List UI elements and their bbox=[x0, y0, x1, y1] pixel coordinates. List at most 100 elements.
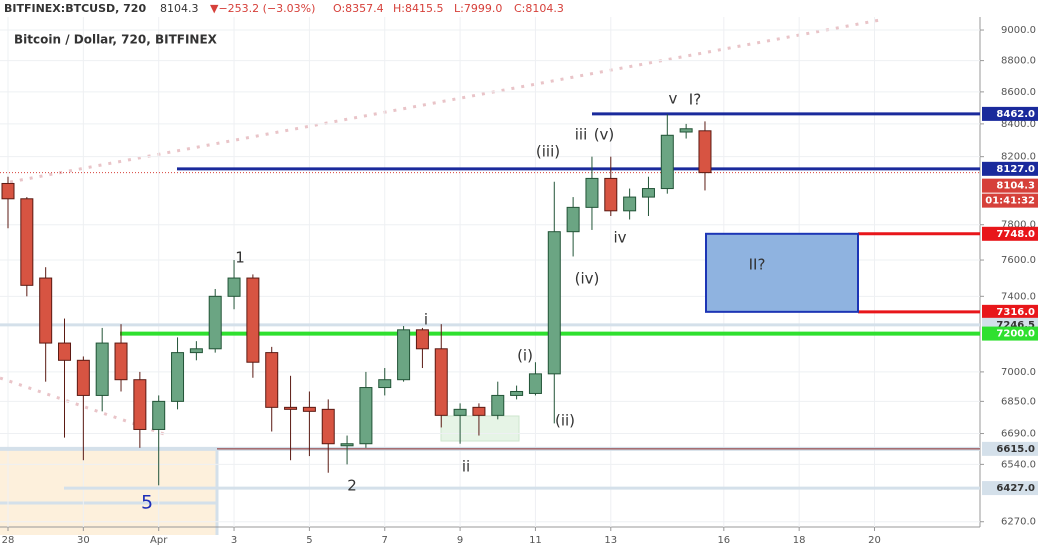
wave-label: v bbox=[669, 90, 678, 108]
candle-body bbox=[585, 177, 599, 208]
wave-label: i bbox=[424, 311, 428, 329]
wave-label: (i) bbox=[517, 347, 533, 365]
wave-label: 2 bbox=[347, 477, 357, 495]
candle-body bbox=[284, 406, 298, 410]
y-tick-label: 8400.0 bbox=[1001, 119, 1036, 130]
price-label-bg bbox=[982, 481, 1038, 496]
x-tick-label: 9 bbox=[457, 535, 463, 546]
y-tick-label: 8800.0 bbox=[1001, 56, 1036, 67]
candle-body bbox=[95, 342, 109, 396]
candle-body bbox=[133, 379, 147, 430]
candle-body bbox=[171, 352, 185, 402]
y-tick-label: 8600.0 bbox=[1001, 87, 1036, 98]
price-label-bg bbox=[982, 161, 1038, 176]
x-tick-label: 7 bbox=[382, 535, 388, 546]
candle-body bbox=[20, 198, 34, 286]
wave-label: (iii) bbox=[536, 143, 560, 161]
candle-body bbox=[547, 231, 561, 375]
x-tick-label: 20 bbox=[868, 535, 881, 546]
y-tick-label: 6540.0 bbox=[1001, 459, 1036, 470]
ohlc-close: C:8104.3 bbox=[514, 2, 564, 15]
candle-body bbox=[76, 359, 90, 396]
price-label-bg bbox=[982, 326, 1038, 341]
wave-label: (ii) bbox=[555, 412, 575, 430]
price-label-bg bbox=[982, 441, 1038, 456]
last-price: 8104.3 bbox=[160, 2, 199, 15]
price-label: 6615.0 bbox=[996, 444, 1035, 455]
x-tick-label: 11 bbox=[529, 535, 542, 546]
price-label-bg bbox=[982, 178, 1038, 193]
candle-body bbox=[39, 277, 53, 344]
price-label: 8127.0 bbox=[996, 164, 1035, 175]
price-label: 6427.0 bbox=[996, 483, 1035, 494]
candle-body bbox=[152, 400, 166, 430]
change: ▼−253.2 (−3.03%) bbox=[210, 2, 315, 15]
candle-body bbox=[321, 408, 335, 445]
candle-body bbox=[265, 352, 279, 408]
x-tick-label: 13 bbox=[604, 535, 617, 546]
wave-label: (v) bbox=[594, 126, 615, 144]
x-tick-label: Apr bbox=[150, 535, 168, 546]
price-label: 7246.5 bbox=[996, 320, 1035, 331]
ohlc-high: H:8415.5 bbox=[393, 2, 443, 15]
candle-body bbox=[623, 196, 637, 212]
candle-body bbox=[641, 188, 655, 198]
candle-body bbox=[566, 206, 580, 233]
candle-body bbox=[679, 128, 693, 133]
candle-body bbox=[227, 277, 241, 297]
candle-body bbox=[434, 348, 448, 416]
y-tick-label: 6270.0 bbox=[1001, 517, 1036, 528]
highlight-zone bbox=[0, 450, 217, 535]
zone-box bbox=[705, 232, 859, 313]
candle-body bbox=[378, 379, 392, 389]
candle-body bbox=[415, 329, 429, 350]
y-tick-label: 6850.0 bbox=[1001, 396, 1036, 407]
y-tick-label: 7000.0 bbox=[1001, 367, 1036, 378]
countdown: 01:41:32 bbox=[985, 196, 1035, 207]
price-label: 8462.0 bbox=[996, 109, 1035, 120]
candle-body bbox=[604, 177, 618, 212]
chart-title: Bitcoin / Dollar, 720, BITFINEX bbox=[14, 33, 218, 47]
price-label: 7200.0 bbox=[996, 329, 1035, 340]
symbol: BITFINEX:BTCUSD, 720 bbox=[4, 2, 146, 15]
price-label: 8104.3 bbox=[996, 181, 1035, 192]
wave-label: 1 bbox=[235, 249, 245, 267]
y-tick-label: 7600.0 bbox=[1001, 255, 1036, 266]
candle-body bbox=[340, 443, 354, 447]
price-label: 7316.0 bbox=[996, 307, 1035, 318]
wave-label: 5 bbox=[141, 492, 153, 514]
wave-label: (iv) bbox=[575, 270, 600, 288]
candle-body bbox=[510, 390, 524, 396]
wave-label: iv bbox=[613, 229, 626, 247]
candle-body bbox=[114, 342, 128, 381]
candle-body bbox=[472, 406, 486, 416]
y-tick-label: 9000.0 bbox=[1001, 25, 1036, 36]
candle-body bbox=[453, 408, 467, 416]
y-tick-label: 7800.0 bbox=[1001, 220, 1036, 231]
candle-body bbox=[660, 134, 674, 190]
countdown-bg bbox=[982, 193, 1038, 208]
candle-body bbox=[1, 182, 15, 200]
candle-body bbox=[58, 342, 72, 361]
candle-body bbox=[359, 387, 373, 445]
candle-body bbox=[208, 295, 222, 350]
candle-body bbox=[189, 348, 203, 354]
price-label-bg bbox=[982, 226, 1038, 241]
candle-body bbox=[698, 130, 712, 174]
candle-body bbox=[528, 373, 542, 394]
ohlc-low: L:7999.0 bbox=[454, 2, 502, 15]
wave-label: ii bbox=[462, 458, 470, 476]
candle-body bbox=[246, 277, 260, 363]
wave-label: iii bbox=[575, 126, 588, 144]
highlight-zone bbox=[440, 415, 520, 442]
x-tick-label: 16 bbox=[717, 535, 730, 546]
header-bar bbox=[0, 0, 1042, 17]
candle-body bbox=[491, 394, 505, 416]
x-tick-label: 28 bbox=[2, 535, 15, 546]
y-tick-label: 6690.0 bbox=[1001, 429, 1036, 440]
price-label-bg bbox=[982, 304, 1038, 319]
x-tick-label: 30 bbox=[77, 535, 90, 546]
x-tick-label: 5 bbox=[306, 535, 312, 546]
